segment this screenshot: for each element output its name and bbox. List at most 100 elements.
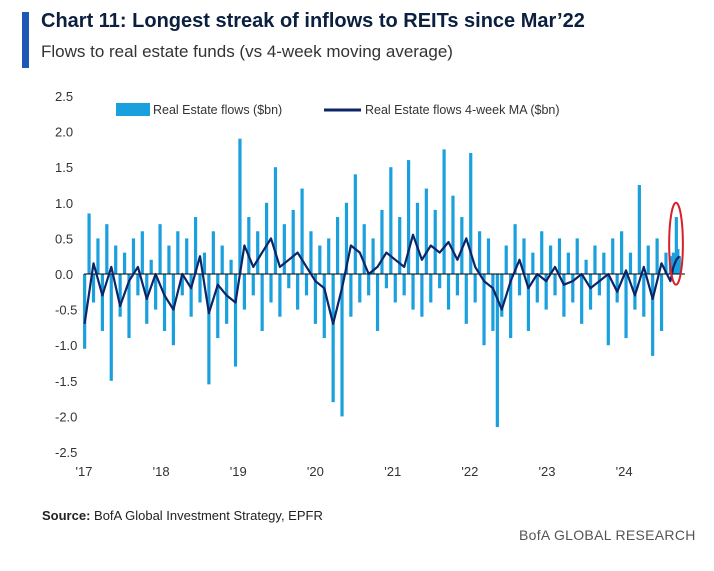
flow-bar bbox=[544, 274, 548, 310]
flow-bar bbox=[406, 160, 411, 274]
flow-bar bbox=[100, 274, 104, 331]
flow-bar bbox=[149, 259, 153, 274]
x-tick-label: '23 bbox=[539, 464, 556, 479]
flow-bar bbox=[211, 231, 215, 274]
flow-bar bbox=[655, 238, 659, 274]
y-tick-label: -0.5 bbox=[55, 303, 77, 318]
flow-bar bbox=[362, 224, 366, 274]
flow-bar bbox=[402, 274, 406, 296]
flow-bar bbox=[207, 274, 211, 385]
x-tick-label: '21 bbox=[384, 464, 401, 479]
title-accent-bar bbox=[22, 12, 29, 68]
legend-label-flows: Real Estate flows ($bn) bbox=[153, 103, 282, 117]
x-tick-label: '22 bbox=[461, 464, 478, 479]
flow-bar bbox=[624, 274, 628, 339]
source-note: Source: BofA Global Investment Strategy,… bbox=[42, 508, 323, 523]
flow-bar bbox=[180, 274, 184, 296]
flow-bar bbox=[429, 274, 433, 303]
flow-bar bbox=[455, 274, 460, 296]
brand-footer: BofA GLOBAL RESEARCH bbox=[519, 527, 696, 543]
y-tick-label: 2.5 bbox=[55, 89, 73, 104]
y-tick-label: 0.0 bbox=[55, 267, 73, 282]
flow-bar bbox=[225, 274, 229, 324]
flow-bar bbox=[398, 217, 402, 274]
flow-bar bbox=[260, 274, 264, 331]
chart-subtitle: Flows to real estate funds (vs 4-week mo… bbox=[41, 42, 453, 61]
flow-bar bbox=[464, 274, 468, 324]
flow-bar bbox=[677, 256, 681, 274]
y-tick-label: 2.0 bbox=[55, 125, 73, 140]
flow-bar bbox=[335, 217, 340, 274]
flow-bar bbox=[446, 274, 451, 310]
flow-bar bbox=[384, 274, 389, 289]
y-tick-label: 1.0 bbox=[55, 196, 73, 211]
x-tick-label: '20 bbox=[307, 464, 324, 479]
flow-bar bbox=[606, 274, 610, 346]
flow-bar bbox=[202, 252, 207, 274]
flow-bar bbox=[628, 252, 633, 274]
flow-bar bbox=[438, 274, 442, 289]
flow-bar bbox=[96, 238, 100, 274]
flow-bar bbox=[193, 217, 198, 274]
flow-bar bbox=[233, 274, 238, 367]
ma-line bbox=[83, 233, 681, 325]
flow-bar bbox=[251, 274, 255, 296]
flow-bar bbox=[469, 152, 473, 274]
flow-bar bbox=[242, 274, 246, 310]
flow-bar bbox=[477, 231, 482, 274]
flow-bar bbox=[651, 274, 655, 356]
flow-bar bbox=[371, 238, 375, 274]
chart-title: Chart 11: Longest streak of inflows to R… bbox=[41, 10, 585, 32]
chart-area: 2.5 2.0 1.5 1.0 0.5 0.0 -0.5 -1.0 -1.5 -2.0 -2.5 '1… bbox=[55, 89, 685, 479]
flow-bar bbox=[442, 149, 446, 274]
flow-bar bbox=[269, 274, 273, 303]
flow-bar bbox=[531, 252, 535, 274]
flow-bar bbox=[451, 195, 455, 274]
flow-bar bbox=[597, 274, 602, 296]
x-tick-label: '18 bbox=[153, 464, 170, 479]
flow-bar bbox=[611, 238, 615, 274]
flow-bar bbox=[313, 274, 317, 324]
flow-bar bbox=[131, 238, 136, 274]
flow-bar bbox=[162, 274, 167, 331]
flow-bar bbox=[136, 274, 140, 296]
legend-label-ma: Real Estate flows 4-week MA ($bn) bbox=[365, 103, 560, 117]
flow-bar bbox=[602, 252, 606, 274]
flow-bar bbox=[411, 274, 415, 310]
x-tick-label: '19 bbox=[230, 464, 247, 479]
flow-bar bbox=[415, 202, 420, 274]
flow-bar bbox=[309, 231, 313, 274]
flow-bar bbox=[238, 138, 242, 274]
flow-bar bbox=[420, 274, 424, 317]
flow-bar bbox=[562, 274, 566, 317]
flow-bar bbox=[540, 231, 544, 274]
flow-bar bbox=[322, 274, 326, 339]
flow-bar bbox=[291, 209, 295, 274]
flow-bar bbox=[220, 245, 224, 274]
flow-bar bbox=[526, 274, 531, 331]
flow-bar bbox=[176, 231, 180, 274]
flow-bar bbox=[557, 238, 562, 274]
flow-bar bbox=[264, 202, 269, 274]
flow-bar bbox=[486, 238, 491, 274]
flow-bar bbox=[344, 202, 349, 274]
y-tick-label: -1.0 bbox=[55, 338, 77, 353]
flow-bar bbox=[109, 274, 113, 381]
flow-bar bbox=[513, 224, 517, 274]
flow-bar bbox=[375, 274, 380, 331]
flow-bar bbox=[247, 217, 251, 274]
y-tick-label: -1.5 bbox=[55, 374, 77, 389]
flow-bar bbox=[389, 167, 393, 274]
flow-bar bbox=[393, 274, 397, 303]
flow-bar bbox=[229, 259, 233, 274]
flow-bar bbox=[105, 224, 109, 274]
flow-bar bbox=[287, 274, 291, 289]
flow-bar bbox=[517, 274, 522, 296]
flow-bar bbox=[122, 252, 127, 274]
flow-bar bbox=[642, 274, 646, 317]
flow-bar bbox=[304, 274, 309, 296]
flow-bar bbox=[282, 224, 286, 274]
flow-bar bbox=[327, 238, 331, 274]
flow-bar bbox=[664, 252, 668, 274]
flow-bar bbox=[158, 224, 162, 274]
